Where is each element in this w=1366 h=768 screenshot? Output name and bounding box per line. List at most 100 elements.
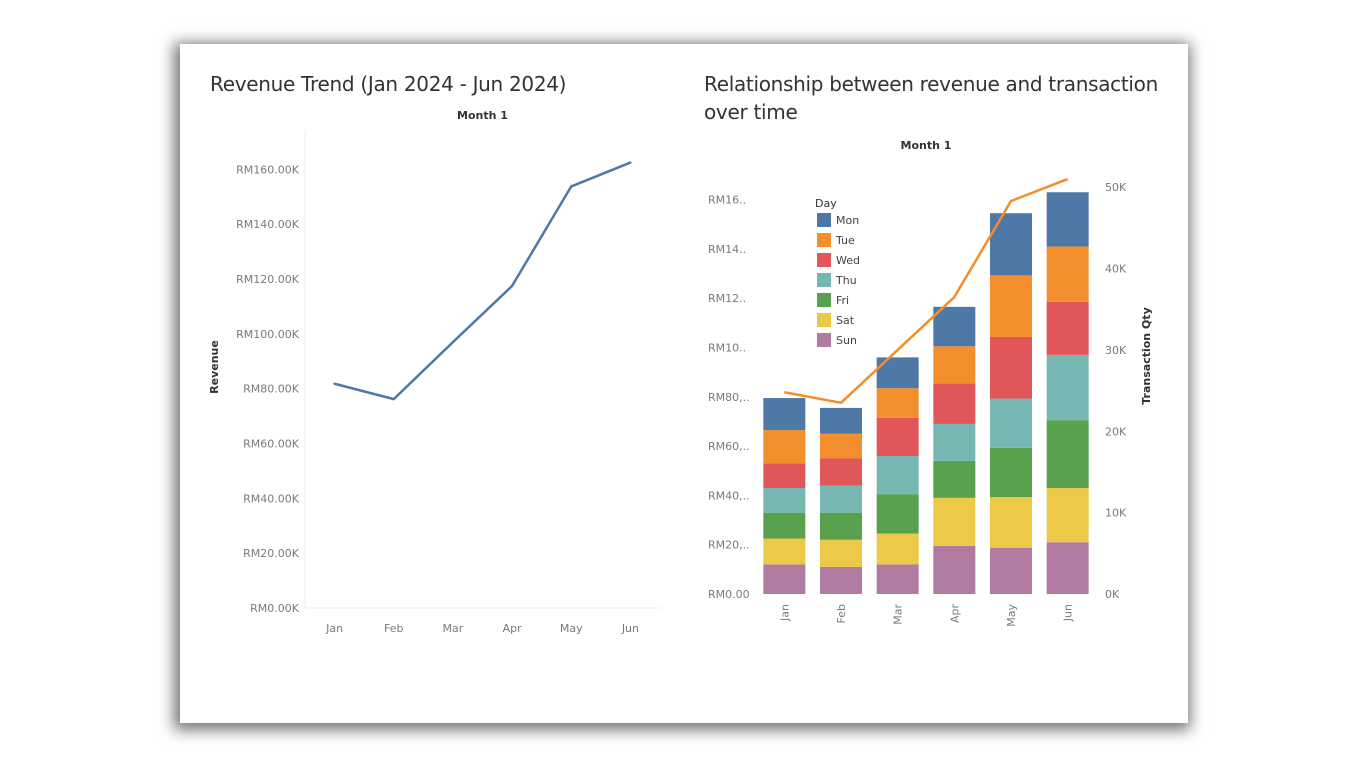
chart1-x-tick-label: Mar xyxy=(443,622,464,635)
chart1-y-tick-label: RM0.00K xyxy=(250,602,300,615)
bar-segment-wed xyxy=(933,383,976,424)
bar-segment-tue xyxy=(763,430,806,464)
bar-segment-sun xyxy=(763,564,806,594)
chart2-y2-tick-label: 50K xyxy=(1105,181,1127,194)
bar-segment-thu xyxy=(990,398,1032,448)
chart1-x-tick-label: Apr xyxy=(503,622,523,635)
legend-swatch-sat xyxy=(817,313,831,327)
chart2-y-tick-label: RM80,.. xyxy=(708,391,750,404)
bar-segment-thu xyxy=(933,423,976,461)
revenue-point xyxy=(570,185,573,188)
revenue-point xyxy=(629,161,632,164)
chart1-x-tick-label: Feb xyxy=(384,622,403,635)
chart2-y2-tick-label: 40K xyxy=(1105,263,1127,276)
bar-segment-tue xyxy=(1046,246,1089,302)
chart1-x-tick-label: May xyxy=(560,622,583,635)
bar-segment-sat xyxy=(820,539,862,567)
bar-segment-sun xyxy=(1046,542,1089,594)
legend-swatch-thu xyxy=(817,273,831,287)
revenue-line xyxy=(334,161,631,401)
chart1-y-tick-label: RM40.00K xyxy=(243,492,300,505)
revenue-point xyxy=(451,340,455,344)
chart1-header: Month 1 xyxy=(457,109,508,122)
chart1-y-tick-label: RM140.00K xyxy=(236,218,300,231)
bar-segment-sat xyxy=(1046,488,1089,543)
legend-label-thu: Thu xyxy=(835,274,857,287)
chart2-y-tick-label: RM16.. xyxy=(708,194,746,207)
revenue-point xyxy=(510,284,514,288)
chart2-y2-tick-label: 20K xyxy=(1105,425,1127,438)
bar-segment-sun xyxy=(990,547,1032,594)
bar-segment-fri xyxy=(933,460,976,498)
bar-segment-wed xyxy=(763,463,806,489)
legend-label-sat: Sat xyxy=(836,314,855,327)
bar-segment-fri xyxy=(990,447,1032,498)
bar-segment-sat xyxy=(763,538,806,565)
transaction-qty-line xyxy=(784,177,1069,405)
chart2-y-tick-label: RM20,.. xyxy=(708,539,750,552)
legend-label-fri: Fri xyxy=(836,294,849,307)
chart2-header: Month 1 xyxy=(901,139,952,152)
bar-segment-tue xyxy=(820,433,862,459)
legend-label-wed: Wed xyxy=(836,254,860,267)
chart1-y-tick-label: RM160.00K xyxy=(236,163,300,176)
chart2-y-tick-label: RM40,.. xyxy=(708,489,750,502)
revenue-trend-chart: Month 1 RM0.00K RM20.00K RM40.00K RM60.00K RM… xyxy=(208,109,660,635)
bar-segment-wed xyxy=(1046,301,1089,355)
chart1-x-tick-label: Jun xyxy=(621,622,639,635)
bar-segment-sun xyxy=(820,566,862,594)
bar-segment-tue xyxy=(990,275,1032,337)
chart2-x-tick-label: Apr xyxy=(948,604,961,624)
bar-segment-wed xyxy=(876,417,919,456)
chart2-y2-tick-label: 0K xyxy=(1105,588,1120,601)
bar-segment-sat xyxy=(876,533,919,565)
chart2-y2-axis-title: Transaction Qty xyxy=(1140,307,1153,405)
chart2-x-tick-label: Jun xyxy=(1062,604,1075,622)
revenue-point xyxy=(392,397,395,401)
revenue-point xyxy=(333,382,336,385)
chart2-y-tick-label: RM14.. xyxy=(708,243,746,256)
bar-segment-mon xyxy=(990,213,1032,276)
bar-segment-mon xyxy=(763,398,806,431)
chart1-y-tick-label: RM120.00K xyxy=(236,273,300,286)
bar-segment-wed xyxy=(990,336,1032,399)
chart2-y2-tick-label: 30K xyxy=(1105,344,1127,357)
chart2-x-tick-label: Mar xyxy=(892,604,905,625)
bar-segment-mon xyxy=(820,407,862,434)
dashboard-sheet: Revenue Trend (Jan 2024 - Jun 2024) Rela… xyxy=(180,44,1188,723)
chart1-y-tick-label: RM20.00K xyxy=(243,547,300,560)
legend-label-sun: Sun xyxy=(836,334,857,347)
chart1-y-tick-label: RM60.00K xyxy=(243,438,300,451)
bar-segment-thu xyxy=(763,488,806,513)
legend-swatch-wed xyxy=(817,253,831,267)
legend-label-tue: Tue xyxy=(835,234,855,247)
chart2-y-tick-label: RM10.. xyxy=(708,342,746,355)
bar-segment-sun xyxy=(876,564,919,594)
chart1-y-tick-label: RM100.00K xyxy=(236,328,300,341)
bar-segment-mon xyxy=(1046,192,1089,247)
bar-segment-sun xyxy=(933,545,976,594)
legend-title: Day xyxy=(815,197,837,210)
legend-swatch-sun xyxy=(817,333,831,347)
chart1-title: Revenue Trend (Jan 2024 - Jun 2024) xyxy=(210,72,567,96)
chart2-y-tick-label: RM60,.. xyxy=(708,440,750,453)
bar-segment-sat xyxy=(933,497,976,546)
legend-swatch-mon xyxy=(817,213,831,227)
bar-segment-sat xyxy=(990,497,1032,548)
chart2-x-tick-label: Jan xyxy=(778,604,791,622)
bar-segment-thu xyxy=(820,485,862,513)
bar-segment-tue xyxy=(933,346,976,384)
bar-segment-mon xyxy=(933,306,976,347)
revenue-transaction-chart: Month 1 RM0.00 RM20,.. RM40,.. RM60,.. RM80,.… xyxy=(708,139,1153,627)
bar-segment-fri xyxy=(763,512,806,539)
legend-label-mon: Mon xyxy=(836,214,859,227)
bar-segment-fri xyxy=(820,512,862,540)
bar-segment-tue xyxy=(876,388,919,418)
bar-segment-wed xyxy=(820,458,862,486)
chart1-y-axis-title: Revenue xyxy=(208,340,221,394)
chart1-x-tick-label: Jan xyxy=(325,622,343,635)
chart2-y-tick-label: RM12.. xyxy=(708,292,746,305)
chart2-y-tick-label: RM0.00 xyxy=(708,588,750,601)
bar-segment-thu xyxy=(1046,354,1089,421)
bar-segment-fri xyxy=(1046,420,1089,489)
